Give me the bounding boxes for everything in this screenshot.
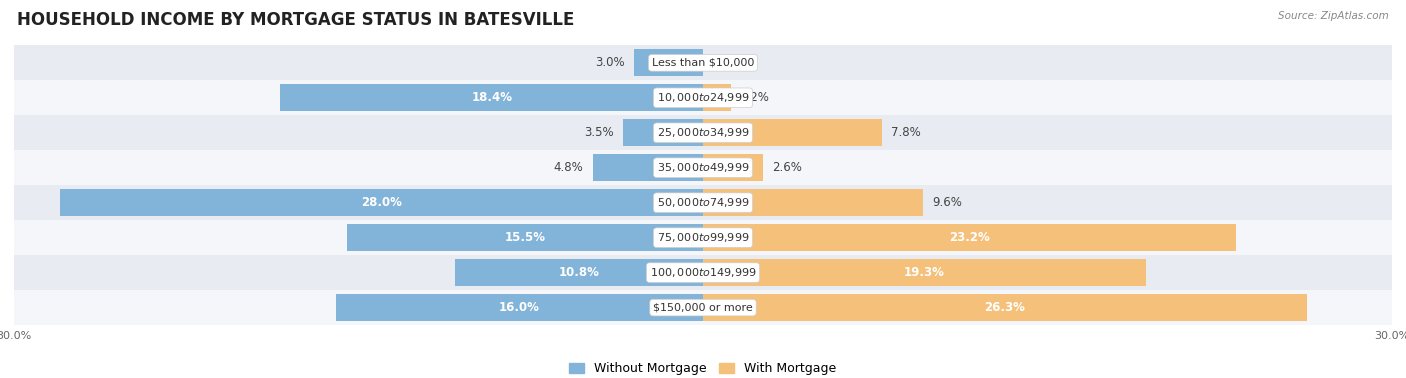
Bar <box>703 259 1146 286</box>
Text: $10,000 to $24,999: $10,000 to $24,999 <box>657 91 749 104</box>
Bar <box>703 119 882 146</box>
Legend: Without Mortgage, With Mortgage: Without Mortgage, With Mortgage <box>564 357 842 378</box>
Bar <box>703 189 924 216</box>
Bar <box>14 255 1392 290</box>
Bar <box>14 185 1392 220</box>
Bar <box>14 81 1392 115</box>
Text: $50,000 to $74,999: $50,000 to $74,999 <box>657 196 749 209</box>
Bar <box>593 154 703 181</box>
Bar <box>14 290 1392 325</box>
Bar <box>14 115 1392 150</box>
Text: 18.4%: 18.4% <box>471 91 512 104</box>
Bar <box>336 294 703 321</box>
Text: 3.5%: 3.5% <box>583 126 613 139</box>
Text: $150,000 or more: $150,000 or more <box>654 303 752 313</box>
Bar <box>14 45 1392 81</box>
Bar <box>280 84 703 112</box>
Text: Less than $10,000: Less than $10,000 <box>652 58 754 68</box>
Bar <box>623 119 703 146</box>
Bar <box>60 189 703 216</box>
Text: $100,000 to $149,999: $100,000 to $149,999 <box>650 266 756 279</box>
Text: 4.8%: 4.8% <box>554 161 583 174</box>
Bar <box>703 294 1308 321</box>
Text: 3.0%: 3.0% <box>595 56 624 69</box>
Bar <box>703 84 731 112</box>
Bar <box>703 224 1236 251</box>
Text: Source: ZipAtlas.com: Source: ZipAtlas.com <box>1278 11 1389 21</box>
Text: 16.0%: 16.0% <box>499 301 540 314</box>
Text: 28.0%: 28.0% <box>361 196 402 209</box>
Bar <box>14 150 1392 185</box>
Text: 10.8%: 10.8% <box>558 266 599 279</box>
Text: $35,000 to $49,999: $35,000 to $49,999 <box>657 161 749 174</box>
Text: 9.6%: 9.6% <box>932 196 963 209</box>
Bar <box>703 154 762 181</box>
Text: 2.6%: 2.6% <box>772 161 801 174</box>
Text: 1.2%: 1.2% <box>740 91 769 104</box>
Text: 7.8%: 7.8% <box>891 126 921 139</box>
Text: 23.2%: 23.2% <box>949 231 990 244</box>
Text: 15.5%: 15.5% <box>505 231 546 244</box>
Bar <box>14 220 1392 255</box>
Text: HOUSEHOLD INCOME BY MORTGAGE STATUS IN BATESVILLE: HOUSEHOLD INCOME BY MORTGAGE STATUS IN B… <box>17 11 574 29</box>
Bar <box>347 224 703 251</box>
Text: 26.3%: 26.3% <box>984 301 1025 314</box>
Text: 19.3%: 19.3% <box>904 266 945 279</box>
Text: $25,000 to $34,999: $25,000 to $34,999 <box>657 126 749 139</box>
Bar <box>456 259 703 286</box>
Text: $75,000 to $99,999: $75,000 to $99,999 <box>657 231 749 244</box>
Bar <box>634 49 703 76</box>
